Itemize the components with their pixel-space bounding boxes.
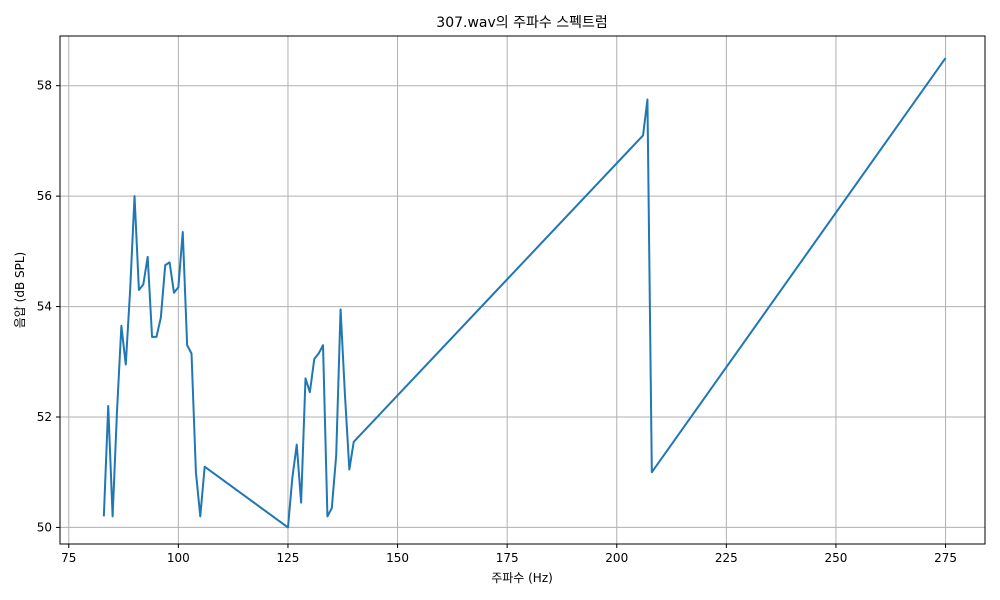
- y-axis-ticks: 50 52 54 56 58: [37, 79, 60, 534]
- x-tick-label: 100: [167, 551, 190, 565]
- y-tick-label: 52: [37, 410, 52, 424]
- y-tick-label: 54: [37, 300, 52, 314]
- chart-title: 307.wav의 주파수 스펙트럼: [436, 15, 607, 31]
- x-axis-label: 주파수 (Hz): [491, 571, 553, 585]
- series-layer: [102, 57, 947, 529]
- x-tick-label: 275: [934, 551, 957, 565]
- x-tick-label: 125: [277, 551, 300, 565]
- series-line: [102, 57, 947, 529]
- y-tick-label: 50: [37, 520, 52, 534]
- y-axis-label: 음압 (dB SPL): [13, 252, 27, 328]
- y-tick-label: 56: [37, 189, 52, 203]
- x-tick-label: 250: [824, 551, 847, 565]
- x-axis-ticks: 75 100 125 150 175 200 225 250 275: [61, 544, 957, 565]
- x-tick-label: 200: [605, 551, 628, 565]
- x-tick-label: 75: [61, 551, 76, 565]
- grid-lines: [60, 36, 985, 544]
- x-tick-label: 225: [715, 551, 738, 565]
- plot-frame: [59, 35, 986, 545]
- x-tick-label: 175: [496, 551, 519, 565]
- y-tick-label: 58: [37, 79, 52, 93]
- x-tick-label: 150: [386, 551, 409, 565]
